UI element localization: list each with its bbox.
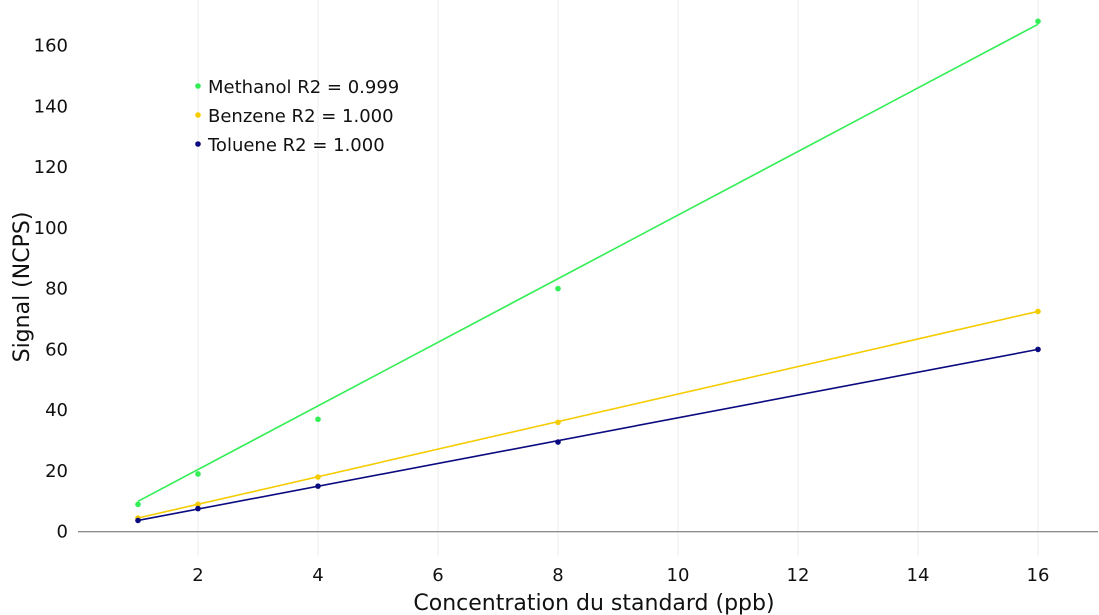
toluene-fit-line — [137, 348, 1039, 522]
legend-marker-toluene — [195, 141, 201, 147]
benzene-point-3 — [315, 474, 321, 480]
x-tick-label-12: 12 — [787, 565, 810, 586]
x-tick-label-8: 8 — [552, 565, 563, 586]
toluene-point-5 — [1035, 346, 1041, 353]
methanol-fit-line — [137, 23, 1039, 503]
benzene-point-4 — [555, 419, 561, 426]
benzene-fit-line — [137, 310, 1039, 519]
toluene-point-2 — [195, 505, 201, 512]
benzene-point-2 — [195, 501, 201, 508]
series-methanol — [135, 18, 1041, 508]
legend-label-methanol: Methanol R2 = 0.999 — [208, 77, 399, 98]
y-tick-label-120: 120 — [34, 157, 68, 178]
x-tick-label-6: 6 — [432, 565, 443, 586]
legend-label-benzene: Benzene R2 = 1.000 — [208, 106, 394, 127]
y-tick-label-40: 40 — [45, 400, 68, 421]
methanol-point-4 — [555, 285, 561, 292]
legend: Methanol R2 = 0.999 Benzene R2 = 1.000 Tol… — [195, 77, 399, 156]
legend-label-toluene: Toluene R2 = 1.000 — [207, 135, 385, 156]
y-tick-label-20: 20 — [45, 461, 68, 482]
y-tick-label-140: 140 — [34, 96, 68, 117]
toluene-point-1 — [135, 517, 141, 524]
legend-marker-methanol — [195, 83, 201, 89]
y-tick-label-60: 60 — [45, 339, 68, 360]
x-tick-label-10: 10 — [667, 565, 690, 586]
legend-marker-benzene — [195, 112, 201, 118]
y-tick-label-100: 100 — [34, 218, 68, 239]
x-tick-label-2: 2 — [192, 565, 203, 586]
methanol-point-3 — [315, 416, 321, 423]
toluene-point-3 — [315, 483, 321, 489]
x-tick-label-4: 4 — [312, 565, 323, 586]
methanol-point-5 — [1035, 18, 1041, 25]
toluene-point-4 — [555, 439, 561, 445]
x-tick-label-14: 14 — [907, 565, 930, 586]
methanol-point-1 — [135, 501, 141, 508]
grid-layer — [197, 0, 1039, 556]
y-axis-label: Signal (NCPS) — [10, 212, 35, 363]
methanol-point-2 — [195, 471, 201, 477]
benzene-point-5 — [1035, 308, 1041, 315]
x-tick-label-16: 16 — [1027, 565, 1050, 586]
y-tick-label-80: 80 — [45, 279, 68, 300]
y-tick-label-160: 160 — [34, 36, 68, 57]
series-toluene — [135, 346, 1041, 524]
y-tick-label-0: 0 — [57, 522, 68, 543]
series-layer — [135, 18, 1041, 524]
x-axis-label: Concentration du standard (ppb) — [413, 591, 774, 615]
series-benzene — [135, 308, 1041, 521]
